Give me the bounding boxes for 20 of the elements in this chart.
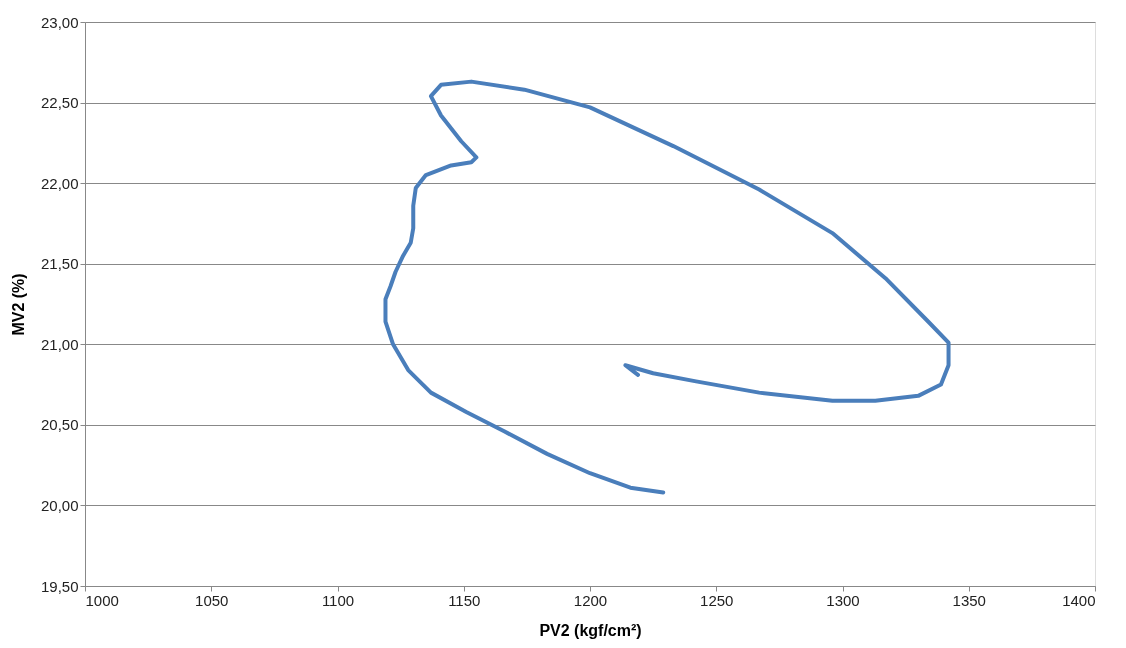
y-tick-label: 19,50 — [40, 577, 79, 595]
y-tick-label: 22,50 — [40, 94, 79, 112]
x-axis-title: PV2 (kgf/cm²) — [539, 621, 642, 639]
x-tick-label: 1100 — [321, 591, 355, 609]
x-tick-label: 1050 — [195, 591, 229, 609]
x-tick-label: 1300 — [826, 591, 860, 609]
x-tick-label: 1150 — [448, 591, 481, 609]
x-tick-label: 1400 — [1062, 591, 1096, 609]
x-tick-label: 1350 — [952, 591, 986, 609]
x-tick-label: 1000 — [85, 591, 119, 609]
y-tick-label: 23,00 — [40, 13, 79, 31]
y-tick-label: 21,50 — [40, 255, 79, 273]
y-tick-label: 20,00 — [40, 496, 79, 514]
line-series — [383, 79, 951, 495]
x-tick-label: 1200 — [573, 591, 608, 609]
y-tick-label: 21,00 — [40, 335, 79, 353]
x-tick-label: 1250 — [700, 591, 734, 609]
y-axis-title: MV2 (%) — [9, 273, 27, 336]
y-tick-label: 20,50 — [40, 416, 79, 434]
y-tick-label: 22,00 — [40, 174, 79, 192]
